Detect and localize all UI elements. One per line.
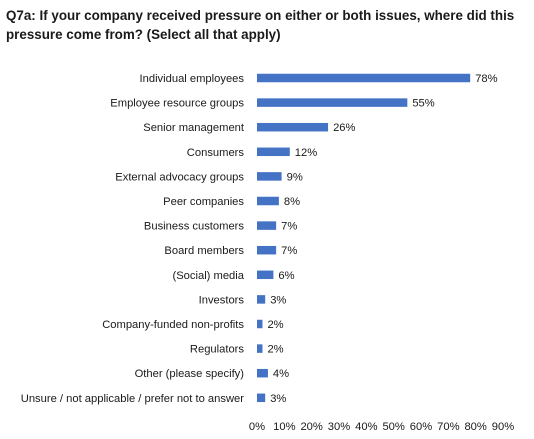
data-label: 6% <box>278 270 294 282</box>
bar <box>257 196 279 206</box>
bar <box>257 172 282 181</box>
data-label: 7% <box>281 221 297 233</box>
bar <box>257 270 274 280</box>
x-tick-label: 80% <box>464 421 486 433</box>
data-label: 2% <box>267 344 283 356</box>
x-tick-label: 60% <box>410 421 432 433</box>
bar <box>257 368 268 378</box>
x-tick-label: 10% <box>273 421 295 433</box>
data-label: 3% <box>270 393 286 405</box>
data-label: 2% <box>267 319 283 331</box>
bar <box>257 221 277 230</box>
x-tick-label: 90% <box>492 421 514 433</box>
bar <box>257 393 266 403</box>
bar <box>257 344 263 353</box>
category-label: Unsure / not applicable / prefer not to … <box>21 393 245 405</box>
x-tick-label: 50% <box>382 421 404 433</box>
category-label: Peer companies <box>163 196 244 208</box>
bar <box>257 295 266 304</box>
category-label: External advocacy groups <box>115 171 244 183</box>
data-label: 55% <box>412 98 434 110</box>
x-tick-label: 0% <box>249 421 265 433</box>
bar <box>257 245 277 255</box>
category-label: (Social) media <box>172 270 244 282</box>
data-label: 12% <box>295 147 317 159</box>
category-label: Employee resource groups <box>110 98 244 110</box>
category-label: Consumers <box>187 147 245 159</box>
data-label: 9% <box>287 171 303 183</box>
bar <box>257 319 263 329</box>
data-label: 3% <box>270 294 286 306</box>
data-label: 26% <box>333 122 355 134</box>
x-tick-label: 30% <box>328 421 350 433</box>
category-label: Regulators <box>190 344 245 356</box>
data-label: 4% <box>273 368 289 380</box>
bar <box>257 73 471 83</box>
category-label: Company-funded non-profits <box>102 319 244 331</box>
data-label: 7% <box>281 245 297 257</box>
category-label: Board members <box>164 245 244 257</box>
bar <box>257 122 329 132</box>
x-tick-label: 40% <box>355 421 377 433</box>
bar <box>257 147 290 157</box>
bar <box>257 98 408 107</box>
category-label: Individual employees <box>140 73 245 85</box>
x-tick-label: 70% <box>437 421 459 433</box>
x-tick-label: 20% <box>300 421 322 433</box>
category-label: Business customers <box>144 221 245 233</box>
chart-title: Q7a: If your company received pressure o… <box>6 8 515 42</box>
data-label: 8% <box>284 196 300 208</box>
category-label: Senior management <box>143 122 245 134</box>
category-label: Investors <box>199 294 245 306</box>
data-label: 78% <box>475 73 497 85</box>
category-label: Other (please specify) <box>135 368 245 380</box>
